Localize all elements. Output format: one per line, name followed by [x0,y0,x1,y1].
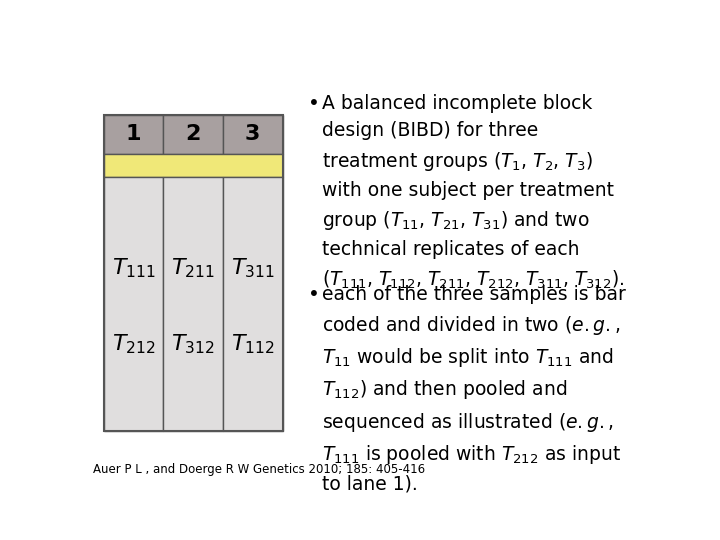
Text: 3: 3 [245,124,261,144]
Bar [163,114,223,154]
Bar [223,114,282,154]
Text: $T_{211}$: $T_{211}$ [171,256,215,280]
Bar [104,154,282,177]
Text: $T_{111}$: $T_{111}$ [112,256,156,280]
Text: $T_{312}$: $T_{312}$ [171,333,215,356]
Text: •: • [307,94,320,113]
Text: $T_{212}$: $T_{212}$ [112,333,156,356]
Text: 2: 2 [186,124,201,144]
Bar [104,177,163,431]
Text: $T_{112}$: $T_{112}$ [231,333,274,356]
Text: •: • [307,285,320,304]
Bar [104,114,163,154]
Text: each of the three samples is bar
coded and divided in two ($\it{e.g.}$,
$T_{11}$: each of the three samples is bar coded a… [322,285,626,493]
Text: $T_{311}$: $T_{311}$ [231,256,274,280]
Text: A balanced incomplete block
design (BIBD) for three
treatment groups ($T_1$, $T_: A balanced incomplete block design (BIBD… [322,94,624,291]
Text: Auer P L , and Doerge R W Genetics 2010; 185: 405-416: Auer P L , and Doerge R W Genetics 2010;… [93,463,425,476]
Bar [104,114,282,431]
Bar [223,177,282,431]
Bar [163,177,223,431]
Text: 1: 1 [126,124,141,144]
